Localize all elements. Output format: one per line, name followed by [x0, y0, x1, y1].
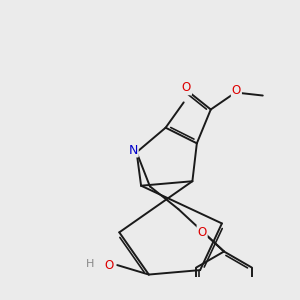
Text: N: N [128, 143, 138, 157]
Text: O: O [232, 84, 241, 97]
Text: H: H [85, 259, 94, 269]
Text: O: O [105, 259, 114, 272]
Text: O: O [197, 226, 207, 238]
Text: O: O [182, 81, 191, 94]
